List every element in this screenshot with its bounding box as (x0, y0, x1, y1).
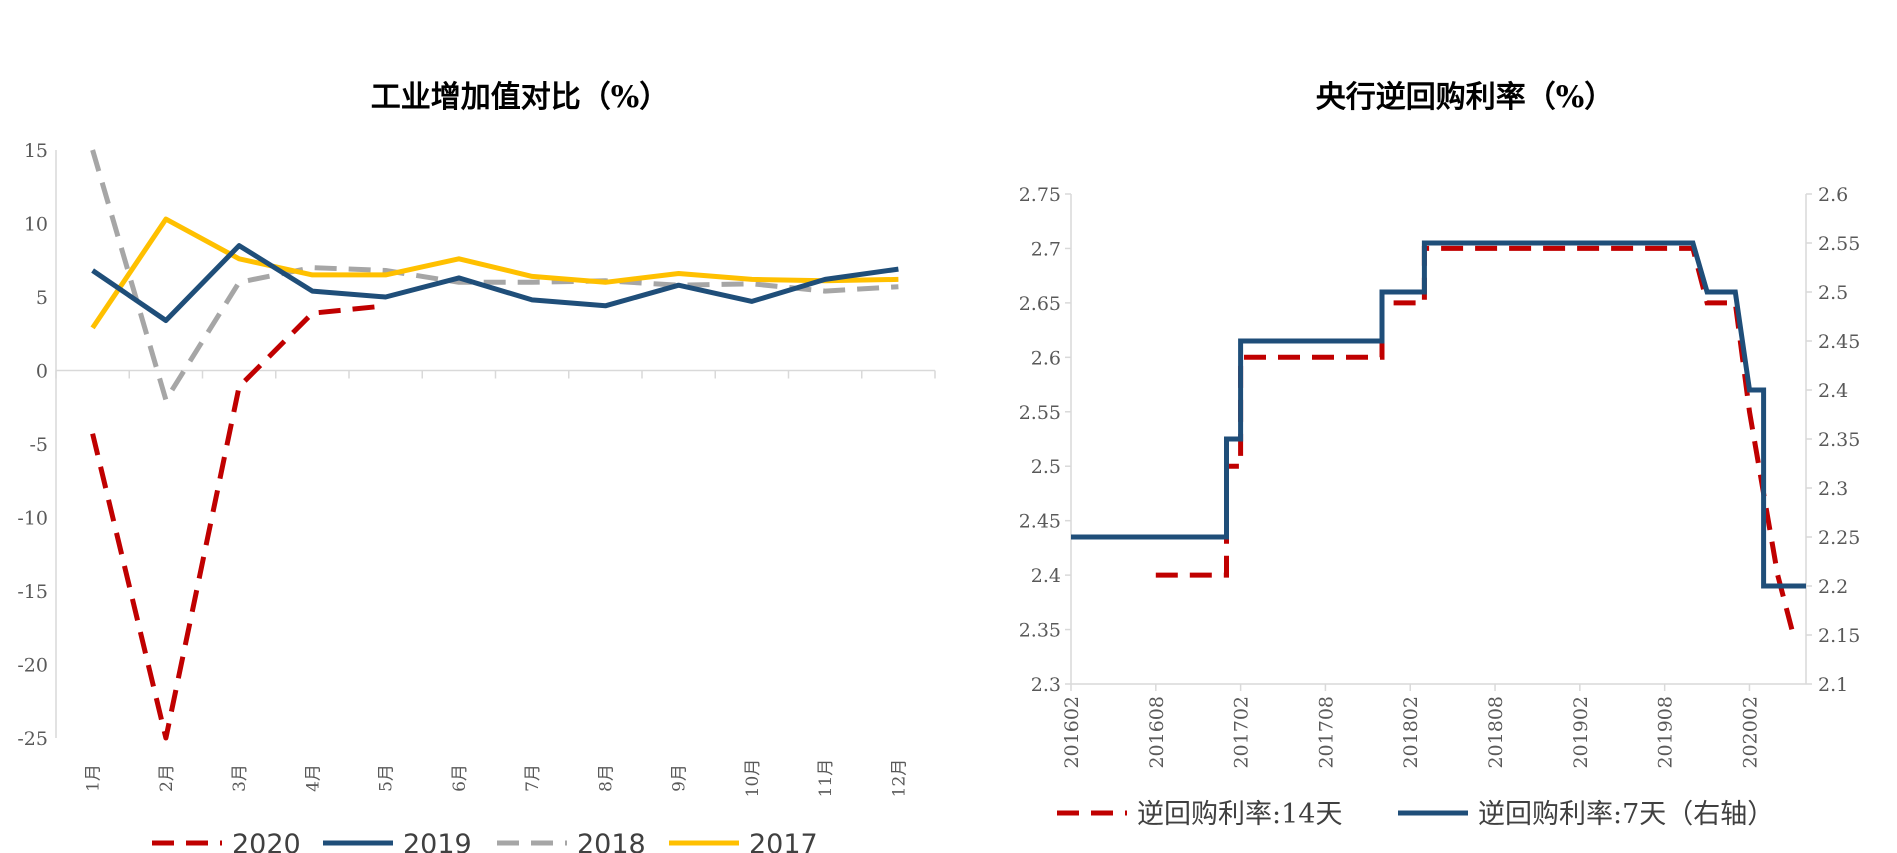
left-x-tick-label: 10月 (743, 759, 763, 798)
right-right-y-tick-label: 2.25 (1818, 527, 1860, 549)
left-x-tick-label: 9月 (670, 764, 690, 792)
left-y-tick-label: -10 (17, 508, 48, 530)
right-left-y-tick-label: 2.55 (1019, 402, 1061, 424)
left-x-tick-label: 2月 (157, 764, 177, 792)
right-chart-axes: 2.75 2.7 2.65 2.6 2.55 2.5 2.45 2.4 2.35 2.3 2.6 2.… (1019, 184, 1861, 769)
right-right-y-tick-label: 2.4 (1818, 380, 1848, 402)
right-right-y-tick-label: 2.6 (1818, 184, 1848, 206)
left-series-line-2017 (90, 216, 899, 330)
left-y-tick-label: 15 (24, 140, 48, 162)
left-x-tick-label: 5月 (377, 764, 397, 792)
right-chart-series (1071, 240, 1806, 631)
left-y-tick-label: 5 (36, 287, 48, 309)
right-right-y-tick-label: 2.35 (1818, 429, 1860, 451)
left-x-tick-label: 3月 (230, 764, 250, 792)
right-x-tick-label: 201602 (1061, 696, 1083, 769)
right-right-y-tick-label: 2.1 (1818, 674, 1848, 696)
right-left-y-tick-label: 2.45 (1019, 511, 1061, 533)
right-right-y-tick-label: 2.45 (1818, 331, 1860, 353)
right-right-y-tick-label: 2.5 (1818, 282, 1848, 304)
left-x-tick-label: 12月 (889, 759, 909, 798)
left-legend-label: 2019 (403, 829, 472, 853)
left-y-tick-label: -15 (17, 581, 48, 603)
left-chart-legend: 2020 2019 2018 2017 (152, 829, 818, 853)
right-x-tick-label: 201902 (1570, 696, 1592, 769)
right-x-tick-label: 201702 (1231, 696, 1253, 769)
left-legend-label: 2017 (749, 829, 818, 853)
left-x-tick-label: 11月 (816, 759, 836, 798)
reverse-repo-rate-chart: 央行逆回购利率（%） 2.752.72.652.62.552.52.452.42… (1019, 80, 1861, 830)
left-x-tick-label: 6月 (450, 764, 470, 792)
left-x-tick-label: 8月 (596, 764, 616, 792)
right-left-y-tick-label: 2.5 (1031, 456, 1061, 478)
left-y-tick-label: 10 (24, 214, 48, 236)
right-x-tick-label: 201802 (1400, 696, 1422, 769)
right-right-y-tick-label: 2.2 (1818, 576, 1848, 598)
right-left-y-tick-label: 2.75 (1019, 184, 1061, 206)
right-left-y-tick-label: 2.4 (1031, 565, 1061, 587)
right-x-tick-label: 201608 (1146, 696, 1168, 769)
right-right-y-tick-label: 2.15 (1818, 625, 1860, 647)
right-chart-legend: 逆回购利率:14天 逆回购利率:7天（右轴） (1057, 799, 1774, 830)
left-series-line-2018 (90, 149, 899, 403)
right-series-line-1 (1071, 240, 1806, 589)
right-left-y-tick-label: 2.3 (1031, 674, 1061, 696)
left-x-tick-label: 1月 (84, 764, 104, 792)
right-chart-title: 央行逆回购利率（%） (1316, 80, 1615, 115)
left-x-tick-label: 4月 (303, 764, 323, 792)
industrial-value-chart: 工业增加值对比（%） 15 10 5 0 -5 -10 -15 -20 -25 1月 2月 3月 4月 5… (17, 80, 936, 853)
left-y-tick-label: -20 (17, 655, 48, 677)
left-y-tick-label: -25 (17, 728, 48, 750)
left-y-tick-label: 0 (36, 361, 48, 383)
right-x-tick-label: 202002 (1739, 696, 1761, 769)
right-series-line-0 (1155, 245, 1795, 631)
right-legend-label: 逆回购利率:7天（右轴） (1478, 799, 1774, 830)
left-chart-series (90, 149, 899, 741)
left-series-line-2019 (91, 243, 899, 323)
right-left-y-tick-label: 2.65 (1019, 293, 1061, 315)
right-x-tick-label: 201808 (1485, 696, 1507, 769)
left-x-tick-label: 7月 (523, 764, 543, 792)
right-x-tick-label: 201708 (1315, 696, 1337, 769)
left-legend-label: 2018 (577, 829, 646, 853)
right-legend-label: 逆回购利率:14天 (1137, 799, 1342, 830)
right-left-y-tick-label: 2.35 (1019, 620, 1061, 642)
left-legend-label: 2020 (232, 829, 301, 853)
right-left-y-tick-label: 2.6 (1031, 347, 1061, 369)
right-left-y-tick-label: 2.7 (1031, 238, 1061, 260)
left-y-tick-label: -5 (29, 434, 48, 456)
left-series-line-2020 (90, 303, 386, 741)
right-x-tick-label: 201908 (1655, 696, 1677, 769)
left-chart-axes: 15 10 5 0 -5 -10 -15 -20 -25 1月 2月 3月 4月 5月 6月 7月 8月 9月 10… (17, 140, 936, 798)
right-right-y-tick-label: 2.3 (1818, 478, 1848, 500)
right-right-y-tick-label: 2.55 (1818, 233, 1860, 255)
left-chart-title: 工业增加值对比（%） (371, 80, 670, 115)
